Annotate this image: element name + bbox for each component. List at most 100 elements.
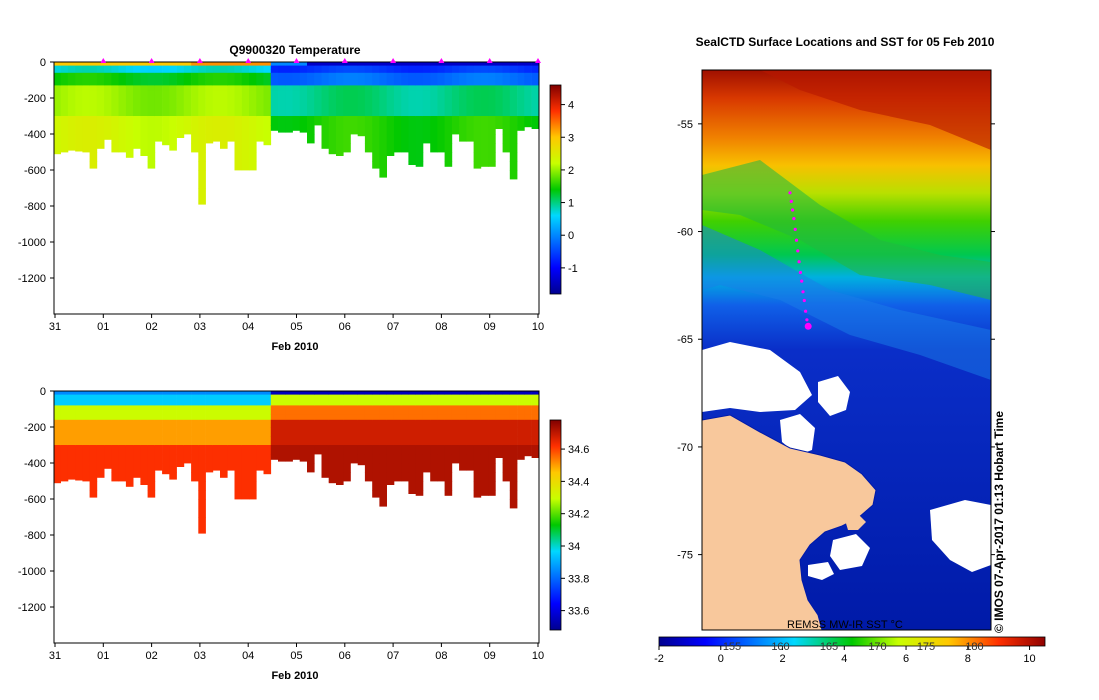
temperature-cell (357, 107, 366, 117)
temperature-cell (147, 65, 156, 70)
temperature-cell (364, 134, 373, 144)
salinity-cell (176, 391, 185, 395)
salinity-cell (473, 405, 482, 410)
salinity-cell (473, 394, 482, 399)
salinity-cell (60, 419, 69, 428)
salinity-cell (336, 481, 344, 485)
temperature-cell (509, 107, 518, 117)
temperature-cell (263, 90, 272, 99)
salinity-cell (299, 405, 308, 410)
temperature-cell (60, 80, 69, 86)
salinity-cell (430, 454, 438, 464)
salinity-cell (205, 436, 214, 446)
salinity-cell (285, 427, 293, 437)
salinity-cell (430, 405, 438, 410)
salinity-cell (401, 445, 409, 455)
salinity-cell (393, 394, 402, 399)
salinity-cell (364, 401, 373, 406)
temperature-cell (270, 69, 279, 74)
temperature-cell (176, 62, 185, 66)
salinity-cell (357, 414, 366, 421)
salinity-cell (480, 409, 489, 415)
salinity-cell (307, 409, 315, 415)
salinity-cell (444, 394, 453, 399)
temperature-cell (89, 90, 98, 99)
x-tick-label: 05 (290, 321, 302, 333)
salinity-cell (321, 409, 330, 415)
temperature-cell (75, 65, 83, 70)
temperature-cell (60, 62, 69, 66)
temperature-cell (162, 107, 170, 117)
temperature-cell (220, 107, 228, 117)
temperature-cell (437, 62, 445, 66)
salinity-cell (307, 398, 315, 403)
salinity-cell (459, 419, 467, 428)
salinity-cell (234, 472, 243, 482)
salinity-cell (509, 405, 518, 410)
temperature-cell (350, 69, 359, 74)
temperature-cell (307, 90, 315, 99)
temperature-cell (67, 65, 76, 70)
temperature-cell (517, 69, 525, 74)
salinity-cell (54, 463, 61, 473)
salinity-cell (357, 398, 366, 403)
temperature-cell (372, 152, 380, 162)
temperature-cell (343, 90, 351, 99)
temperature-cell (321, 80, 330, 86)
temperature-cell (183, 116, 192, 126)
temperature-cell (299, 107, 308, 117)
salinity-cell (147, 472, 156, 482)
salinity-panel: 0-200-400-600-800-1000-1200 31 01 02 03 04 05… (18, 386, 590, 682)
temperature-cell (357, 134, 366, 137)
salinity-cell (154, 398, 163, 403)
temperature-cell (364, 98, 373, 108)
salinity-cell (96, 454, 105, 464)
salinity-cell (183, 436, 192, 446)
salinity-cell (147, 414, 156, 421)
salinity-cell (393, 436, 402, 446)
temperature-cell (60, 85, 69, 92)
salinity-cell (372, 419, 380, 428)
temperature-cell (430, 116, 438, 126)
salinity-cell (147, 401, 156, 406)
salinity-cell (422, 463, 431, 473)
salinity-cell (256, 445, 264, 455)
salinity-cell (263, 391, 272, 395)
salinity-cell (285, 454, 293, 462)
salinity-cell (350, 394, 359, 399)
salinity-cell (350, 405, 359, 410)
sst-colorbar-tick-label: 4 (841, 653, 847, 665)
temperature-cell (227, 125, 235, 135)
salinity-cell (249, 391, 257, 395)
temperature-cell (517, 76, 525, 81)
temperature-cell (401, 80, 409, 86)
temperature-cell (234, 125, 243, 135)
temperature-cell (299, 98, 308, 108)
temperature-cell (480, 134, 489, 144)
salinity-cell (89, 436, 98, 446)
salinity-cell (509, 409, 518, 415)
salinity-cell (118, 414, 127, 421)
salinity-cell (198, 472, 206, 482)
salinity-cell (140, 419, 148, 428)
salinity-cell (408, 436, 416, 446)
salinity-cell (205, 463, 214, 473)
salinity-cell (169, 409, 177, 415)
temperature-cell (75, 107, 83, 117)
salinity-cell (111, 405, 119, 410)
temperature-cell (408, 116, 416, 126)
temperature-cell (162, 116, 170, 126)
salinity-cell (386, 409, 395, 415)
temperature-cell (459, 69, 467, 74)
salinity-cell (307, 454, 315, 464)
salinity-cell (495, 414, 503, 421)
temperature-cell (372, 76, 380, 81)
temperature-cell (314, 80, 322, 86)
temperature-cell (524, 80, 532, 86)
temperature-cell (227, 116, 235, 126)
temperature-cell (75, 72, 83, 77)
salinity-cell (256, 419, 264, 428)
temperature-cell (401, 85, 409, 92)
temperature-cell (466, 98, 474, 108)
